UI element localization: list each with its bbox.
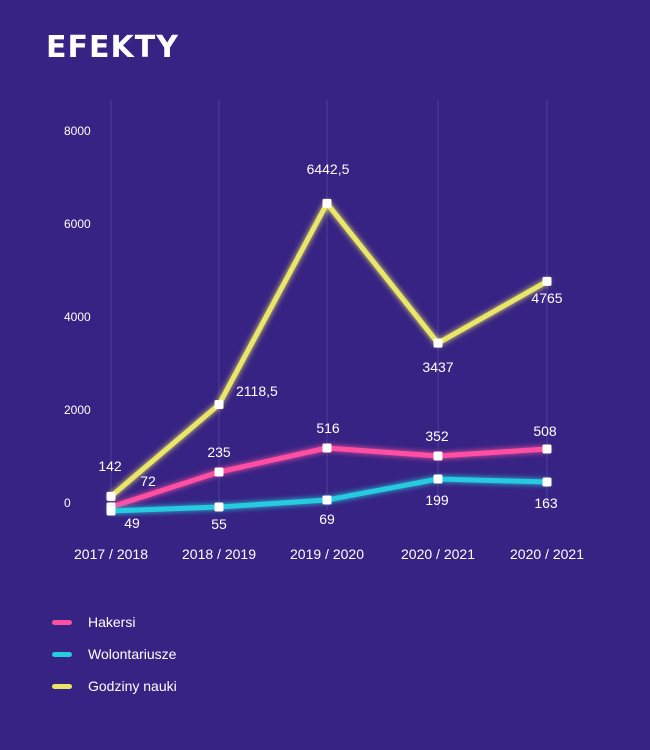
data-label: 352 [425, 428, 449, 444]
legend-swatch [52, 651, 72, 657]
y-tick-label: 8000 [64, 124, 91, 138]
series-lines [106, 198, 552, 516]
data-point [214, 502, 224, 512]
data-label: 163 [534, 495, 558, 511]
data-point [322, 198, 332, 208]
legend-label: Hakersi [88, 614, 136, 630]
x-tick-label: 2020 / 2021 [510, 546, 584, 562]
legend-item-godziny-nauki: Godziny nauki [52, 670, 177, 702]
x-axis: 2017 / 2018 2018 / 2019 2019 / 2020 2020 / … [74, 546, 584, 562]
data-label: 55 [211, 516, 227, 532]
data-labels: 142 2118,5 6442,5 3437 4765 72 235 516 352 508 49 5… [98, 161, 562, 532]
legend: Hakersi Wolontariusze Godziny nauki [52, 606, 177, 702]
data-label: 4765 [531, 290, 562, 306]
data-point [433, 338, 443, 348]
y-tick-label: 6000 [64, 217, 91, 231]
data-point [542, 444, 552, 454]
grid-lines [110, 100, 548, 510]
data-label: 199 [425, 492, 449, 508]
data-label: 49 [124, 515, 140, 531]
data-point [322, 443, 332, 453]
data-point [214, 467, 224, 477]
data-label: 235 [207, 444, 231, 460]
data-label: 516 [316, 420, 340, 436]
y-tick-label: 0 [64, 496, 71, 510]
data-point [214, 399, 224, 409]
y-axis: 0 2000 4000 6000 8000 [64, 124, 91, 510]
data-label: 72 [140, 473, 156, 489]
legend-swatch [52, 683, 72, 689]
data-label: 69 [319, 511, 335, 527]
line-chart: 0 2000 4000 6000 8000 2017 / 2018 2018 / 2019… [64, 100, 584, 562]
data-point [433, 451, 443, 461]
data-point [433, 474, 443, 484]
data-point [542, 477, 552, 487]
x-tick-label: 2018 / 2019 [182, 546, 256, 562]
data-label: 508 [533, 423, 557, 439]
x-tick-label: 2020 / 2021 [401, 546, 475, 562]
legend-label: Wolontariusze [88, 646, 177, 662]
y-tick-label: 4000 [64, 310, 91, 324]
data-label: 3437 [422, 359, 453, 375]
x-tick-label: 2017 / 2018 [74, 546, 148, 562]
data-point [322, 495, 332, 505]
legend-swatch [52, 619, 72, 625]
chart-title: EFEKTY [46, 30, 179, 65]
data-label: 2118,5 [236, 383, 278, 399]
data-label: 142 [98, 458, 122, 474]
x-tick-label: 2019 / 2020 [290, 546, 364, 562]
data-point [106, 491, 116, 501]
data-label: 6442,5 [307, 161, 350, 177]
data-point [106, 506, 116, 516]
data-point [542, 276, 552, 286]
legend-item-hakersi: Hakersi [52, 606, 177, 638]
legend-item-wolontariusze: Wolontariusze [52, 638, 177, 670]
y-tick-label: 2000 [64, 403, 91, 417]
legend-label: Godziny nauki [88, 678, 177, 694]
